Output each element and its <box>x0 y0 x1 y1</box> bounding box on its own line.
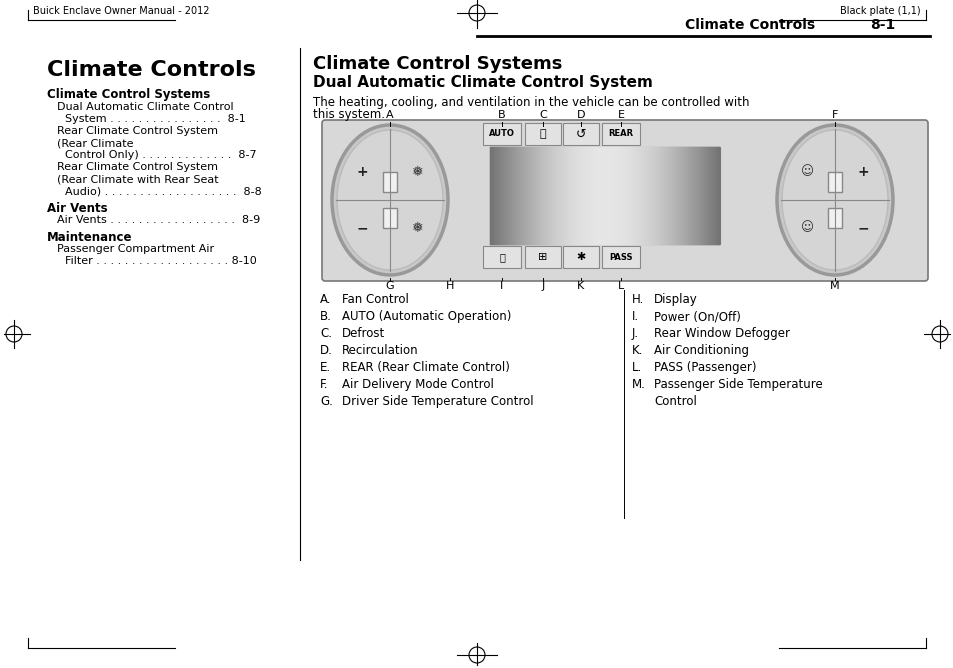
Text: PASS: PASS <box>609 253 632 261</box>
Text: Driver Side Temperature Control: Driver Side Temperature Control <box>341 395 533 408</box>
Text: E.: E. <box>319 361 331 374</box>
Text: Passenger Side Temperature: Passenger Side Temperature <box>654 378 821 391</box>
Ellipse shape <box>776 125 892 275</box>
Text: The heating, cooling, and ventilation in the vehicle can be controlled with: The heating, cooling, and ventilation in… <box>313 96 749 109</box>
Text: I: I <box>500 281 503 291</box>
Text: ⏻: ⏻ <box>498 252 504 262</box>
Text: System . . . . . . . . . . . . . . . .  8-1: System . . . . . . . . . . . . . . . . 8… <box>65 114 246 124</box>
Text: I.: I. <box>631 310 639 323</box>
Text: K.: K. <box>631 344 642 357</box>
Ellipse shape <box>781 130 887 270</box>
Bar <box>382 208 396 228</box>
Text: G.: G. <box>319 395 333 408</box>
Text: A.: A. <box>319 293 331 306</box>
Text: Control Only) . . . . . . . . . . . . .  8-7: Control Only) . . . . . . . . . . . . . … <box>65 150 256 160</box>
Bar <box>482 123 520 145</box>
Text: J: J <box>540 281 544 291</box>
Text: ✱: ✱ <box>576 252 585 262</box>
Text: F: F <box>831 110 838 120</box>
Text: Climate Control Systems: Climate Control Systems <box>47 88 210 101</box>
Text: B.: B. <box>319 310 332 323</box>
Text: Dual Automatic Climate Control: Dual Automatic Climate Control <box>57 102 233 112</box>
Text: L: L <box>618 281 623 291</box>
Text: Display: Display <box>654 293 697 306</box>
Text: Rear Climate Control System: Rear Climate Control System <box>57 126 218 136</box>
Text: Air Vents . . . . . . . . . . . . . . . . . .  8-9: Air Vents . . . . . . . . . . . . . . . … <box>57 215 260 225</box>
Text: Dual Automatic Climate Control System: Dual Automatic Climate Control System <box>313 75 652 90</box>
Text: A: A <box>386 110 394 120</box>
Text: ☺: ☺ <box>800 166 813 178</box>
Text: H.: H. <box>631 293 643 306</box>
Bar <box>382 172 396 192</box>
Text: D: D <box>577 110 584 120</box>
Text: ⊞: ⊞ <box>537 252 547 262</box>
Text: M.: M. <box>631 378 645 391</box>
Bar <box>562 246 598 268</box>
Text: ↺: ↺ <box>576 128 586 140</box>
Text: Recirculation: Recirculation <box>341 344 418 357</box>
Text: Buick Enclave Owner Manual - 2012: Buick Enclave Owner Manual - 2012 <box>33 6 210 16</box>
Text: this system.: this system. <box>313 108 385 121</box>
Text: Audio) . . . . . . . . . . . . . . . . . . .  8-8: Audio) . . . . . . . . . . . . . . . . .… <box>65 186 261 196</box>
Text: L.: L. <box>631 361 641 374</box>
Text: F.: F. <box>319 378 328 391</box>
Bar <box>490 147 720 244</box>
Text: +: + <box>355 165 368 179</box>
Text: +: + <box>857 165 868 179</box>
Text: B: B <box>497 110 505 120</box>
Text: REAR: REAR <box>608 130 633 138</box>
Text: (Rear Climate with Rear Seat: (Rear Climate with Rear Seat <box>57 174 218 184</box>
Text: (Rear Climate: (Rear Climate <box>57 138 133 148</box>
Text: H: H <box>445 281 454 291</box>
Bar <box>827 208 841 228</box>
Text: AUTO: AUTO <box>489 130 515 138</box>
Text: Climate Control Systems: Climate Control Systems <box>313 55 561 73</box>
Text: −: − <box>857 221 868 235</box>
Text: M: M <box>829 281 839 291</box>
Text: −: − <box>355 221 368 235</box>
Text: Rear Window Defogger: Rear Window Defogger <box>654 327 789 340</box>
Text: 8-1: 8-1 <box>869 18 895 32</box>
Text: Climate Controls: Climate Controls <box>684 18 814 32</box>
Text: E: E <box>617 110 624 120</box>
Text: Passenger Compartment Air: Passenger Compartment Air <box>57 244 213 254</box>
Text: Filter . . . . . . . . . . . . . . . . . . . 8-10: Filter . . . . . . . . . . . . . . . . .… <box>65 256 256 266</box>
Text: Defrost: Defrost <box>341 327 385 340</box>
Text: D.: D. <box>319 344 333 357</box>
Text: G: G <box>385 281 394 291</box>
Bar <box>827 172 841 192</box>
Text: Air Conditioning: Air Conditioning <box>654 344 748 357</box>
Bar <box>601 246 639 268</box>
Bar <box>562 123 598 145</box>
Text: ❅: ❅ <box>412 221 423 235</box>
Text: ❅: ❅ <box>412 165 423 179</box>
Text: ⦾: ⦾ <box>539 129 546 139</box>
Text: C.: C. <box>319 327 332 340</box>
Text: REAR (Rear Climate Control): REAR (Rear Climate Control) <box>341 361 509 374</box>
Text: J.: J. <box>631 327 639 340</box>
Text: Air Delivery Mode Control: Air Delivery Mode Control <box>341 378 494 391</box>
Text: Rear Climate Control System: Rear Climate Control System <box>57 162 218 172</box>
Bar <box>601 123 639 145</box>
Text: Air Vents: Air Vents <box>47 202 108 215</box>
Text: Black plate (1,1): Black plate (1,1) <box>840 6 920 16</box>
Bar <box>524 123 560 145</box>
Text: AUTO (Automatic Operation): AUTO (Automatic Operation) <box>341 310 511 323</box>
FancyBboxPatch shape <box>322 120 927 281</box>
Text: ☺: ☺ <box>800 222 813 234</box>
Text: Control: Control <box>654 395 696 408</box>
Ellipse shape <box>336 130 442 270</box>
Text: Power (On/Off): Power (On/Off) <box>654 310 740 323</box>
Text: PASS (Passenger): PASS (Passenger) <box>654 361 756 374</box>
Text: Fan Control: Fan Control <box>341 293 409 306</box>
Text: Climate Controls: Climate Controls <box>47 60 255 80</box>
Bar <box>524 246 560 268</box>
Text: Maintenance: Maintenance <box>47 231 132 244</box>
Ellipse shape <box>332 125 448 275</box>
Bar <box>482 246 520 268</box>
Text: C: C <box>538 110 546 120</box>
Text: K: K <box>577 281 584 291</box>
